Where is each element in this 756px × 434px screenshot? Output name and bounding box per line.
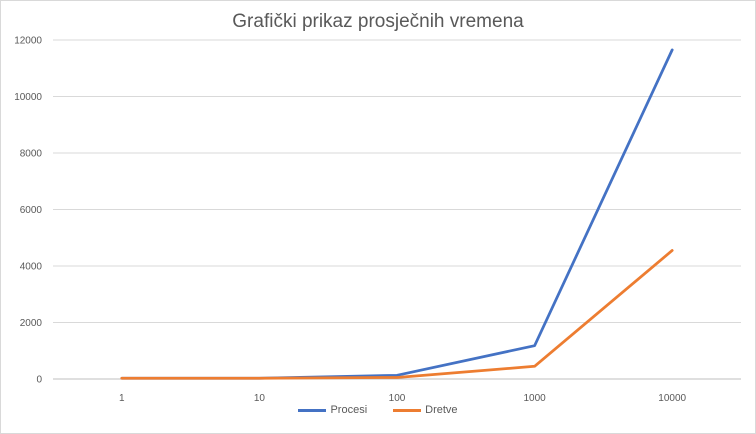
legend: Procesi Dretve (1, 404, 755, 416)
chart-title: Grafički prikaz prosječnih vremena (232, 11, 524, 32)
x-tick-label: 1000 (523, 393, 546, 404)
x-tick-label: 1 (119, 393, 125, 404)
y-tick-label: 12000 (14, 36, 42, 47)
legend-swatch (298, 408, 327, 412)
legend-swatch (393, 408, 422, 412)
legend-label: Dretve (425, 404, 458, 416)
legend-label: Procesi (330, 404, 368, 416)
x-tick-label: 100 (389, 393, 406, 404)
y-tick-label: 0 (36, 375, 42, 386)
y-tick-label: 8000 (20, 149, 43, 160)
x-tick-label: 10000 (658, 393, 686, 404)
legend-item-dretve: Dretve (393, 404, 458, 416)
y-tick-label: 4000 (20, 262, 43, 273)
series-line-procesi (120, 48, 674, 380)
y-tick-label: 2000 (20, 318, 43, 329)
y-tick-label: 10000 (14, 92, 42, 103)
series-line-dretve (120, 249, 674, 380)
legend-item-procesi: Procesi (298, 404, 367, 416)
x-tick-label: 10 (254, 393, 266, 404)
y-tick-label: 6000 (20, 205, 43, 216)
